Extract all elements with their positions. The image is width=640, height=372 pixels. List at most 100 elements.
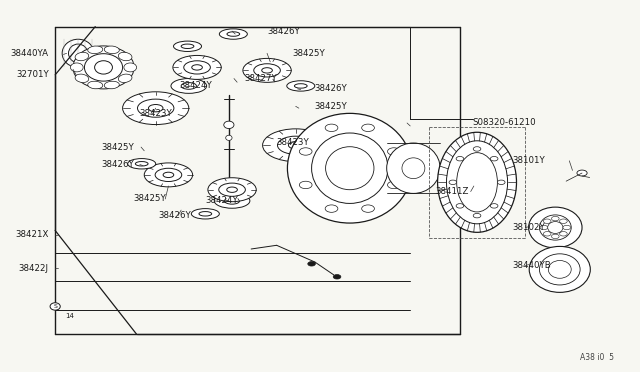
Text: 38411Z: 38411Z xyxy=(436,187,469,196)
Ellipse shape xyxy=(387,181,400,189)
Ellipse shape xyxy=(387,143,440,193)
Ellipse shape xyxy=(473,214,481,218)
Ellipse shape xyxy=(75,52,89,61)
Ellipse shape xyxy=(88,81,103,89)
Ellipse shape xyxy=(226,135,232,140)
Ellipse shape xyxy=(294,84,307,88)
Ellipse shape xyxy=(155,168,182,182)
Ellipse shape xyxy=(308,262,316,266)
Ellipse shape xyxy=(118,74,132,83)
Ellipse shape xyxy=(70,63,83,72)
Ellipse shape xyxy=(214,193,250,208)
Text: 38421X: 38421X xyxy=(15,230,49,240)
Ellipse shape xyxy=(473,147,481,151)
Text: 32701Y: 32701Y xyxy=(16,70,49,79)
Ellipse shape xyxy=(289,142,303,149)
Ellipse shape xyxy=(300,181,312,189)
Text: 14: 14 xyxy=(65,314,74,320)
Ellipse shape xyxy=(148,105,163,112)
Ellipse shape xyxy=(312,133,388,203)
Ellipse shape xyxy=(326,147,374,190)
Ellipse shape xyxy=(191,209,220,219)
Ellipse shape xyxy=(124,63,136,72)
Text: 38422J: 38422J xyxy=(19,264,49,273)
Ellipse shape xyxy=(529,207,582,248)
Ellipse shape xyxy=(50,303,60,310)
Ellipse shape xyxy=(490,203,498,208)
Ellipse shape xyxy=(253,64,280,77)
Text: 38425Y: 38425Y xyxy=(133,195,166,203)
Text: A38 i0  5: A38 i0 5 xyxy=(580,353,614,362)
Ellipse shape xyxy=(171,78,207,93)
Ellipse shape xyxy=(548,260,572,278)
Ellipse shape xyxy=(548,222,563,234)
Ellipse shape xyxy=(118,52,132,61)
Ellipse shape xyxy=(540,254,580,285)
Ellipse shape xyxy=(387,148,400,155)
Text: S08320-61210: S08320-61210 xyxy=(472,119,536,128)
Ellipse shape xyxy=(278,136,314,154)
Ellipse shape xyxy=(457,153,497,212)
Text: 38424Y: 38424Y xyxy=(180,81,212,90)
Ellipse shape xyxy=(192,65,202,70)
Text: 38426Y: 38426Y xyxy=(315,84,348,93)
Text: 38425Y: 38425Y xyxy=(102,142,134,151)
Ellipse shape xyxy=(540,225,548,230)
Text: 38425Y: 38425Y xyxy=(315,102,348,111)
Ellipse shape xyxy=(300,148,312,155)
Text: 38426Y: 38426Y xyxy=(159,211,191,220)
Ellipse shape xyxy=(543,219,551,224)
Ellipse shape xyxy=(563,225,571,230)
Ellipse shape xyxy=(456,203,464,208)
Ellipse shape xyxy=(220,29,247,39)
Text: 38423Y: 38423Y xyxy=(140,109,173,118)
Ellipse shape xyxy=(577,170,587,176)
Ellipse shape xyxy=(227,187,237,192)
Ellipse shape xyxy=(138,99,174,117)
Ellipse shape xyxy=(225,198,240,204)
Ellipse shape xyxy=(224,121,234,129)
Ellipse shape xyxy=(104,46,119,54)
Ellipse shape xyxy=(325,124,338,132)
Ellipse shape xyxy=(262,129,329,161)
Ellipse shape xyxy=(173,55,221,79)
Ellipse shape xyxy=(362,124,374,132)
Ellipse shape xyxy=(184,61,211,74)
Ellipse shape xyxy=(227,32,240,36)
Ellipse shape xyxy=(135,161,148,166)
Ellipse shape xyxy=(95,61,113,74)
Ellipse shape xyxy=(287,81,315,91)
Text: 38102Y: 38102Y xyxy=(512,223,545,232)
Text: 38426Y: 38426Y xyxy=(267,26,300,36)
Text: 38440YB: 38440YB xyxy=(512,261,551,270)
Ellipse shape xyxy=(402,158,425,179)
Ellipse shape xyxy=(529,246,590,292)
Ellipse shape xyxy=(75,74,89,83)
Ellipse shape xyxy=(552,234,559,238)
Ellipse shape xyxy=(438,132,516,232)
Ellipse shape xyxy=(333,275,341,279)
Ellipse shape xyxy=(144,163,193,187)
Ellipse shape xyxy=(128,158,156,169)
Ellipse shape xyxy=(362,205,374,212)
Ellipse shape xyxy=(88,46,103,54)
Text: 38425Y: 38425Y xyxy=(292,49,325,58)
Ellipse shape xyxy=(123,92,189,125)
Ellipse shape xyxy=(449,180,457,185)
Ellipse shape xyxy=(540,215,572,240)
Ellipse shape xyxy=(208,178,256,202)
Ellipse shape xyxy=(447,141,508,224)
Ellipse shape xyxy=(243,58,291,82)
Ellipse shape xyxy=(559,232,567,236)
Text: 38423Y: 38423Y xyxy=(276,138,309,147)
Ellipse shape xyxy=(559,219,567,224)
Text: S: S xyxy=(53,304,57,309)
Text: 38426Y: 38426Y xyxy=(102,160,134,169)
Ellipse shape xyxy=(104,81,119,89)
Text: 38440YA: 38440YA xyxy=(11,49,49,58)
Ellipse shape xyxy=(543,232,551,236)
Ellipse shape xyxy=(490,157,498,161)
Text: 38424Y: 38424Y xyxy=(205,196,238,205)
Ellipse shape xyxy=(163,172,173,177)
Ellipse shape xyxy=(325,205,338,212)
